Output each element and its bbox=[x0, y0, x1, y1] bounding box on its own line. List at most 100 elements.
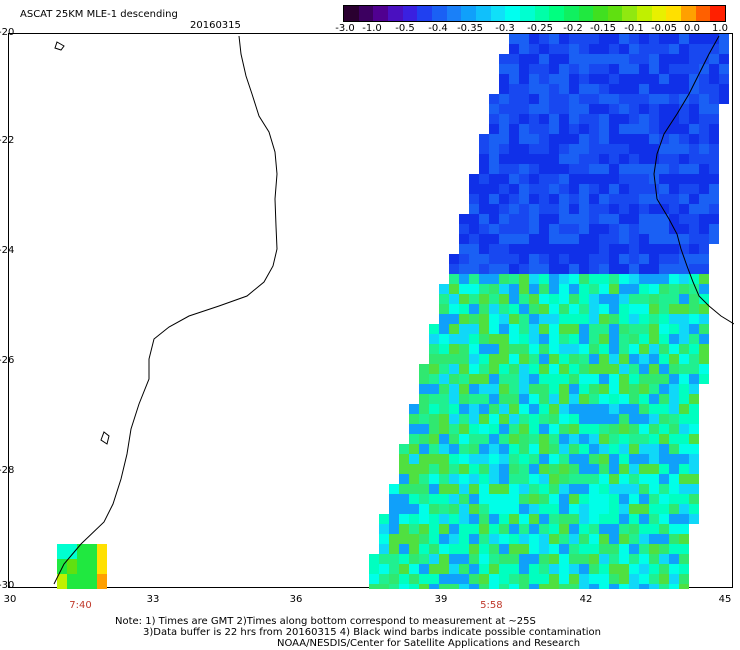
swath-cell bbox=[629, 574, 639, 584]
swath-cell bbox=[479, 584, 489, 589]
swath-cell bbox=[569, 584, 579, 589]
swath-cell bbox=[669, 344, 679, 354]
swath-cell bbox=[579, 494, 589, 504]
swath-cell bbox=[659, 344, 669, 354]
swath-cell bbox=[659, 34, 669, 44]
swath-cell bbox=[489, 374, 499, 384]
swath-cell bbox=[569, 354, 579, 364]
swath-cell bbox=[569, 134, 579, 144]
swath-cell bbox=[689, 294, 699, 304]
swath-cell bbox=[679, 384, 689, 394]
swath-cell bbox=[659, 454, 669, 464]
swath-cell bbox=[569, 534, 579, 544]
swath-cell bbox=[599, 414, 609, 424]
swath-cell bbox=[489, 214, 499, 224]
swath-cell bbox=[529, 194, 539, 204]
swath-cell bbox=[629, 464, 639, 474]
swath-cell bbox=[589, 294, 599, 304]
swath-cell bbox=[609, 574, 619, 584]
swath-cell bbox=[519, 264, 529, 274]
swath-cell bbox=[639, 154, 649, 164]
swath-cell bbox=[419, 394, 429, 404]
swath-cell bbox=[439, 554, 449, 564]
swath-cell bbox=[529, 554, 539, 564]
colorbar-label: -0.3 bbox=[495, 23, 515, 34]
swath-cell bbox=[569, 384, 579, 394]
swath-cell bbox=[439, 374, 449, 384]
swath-cell bbox=[699, 204, 709, 214]
swath-cell bbox=[609, 584, 619, 589]
swath-cell bbox=[599, 254, 609, 264]
swath-cell bbox=[599, 134, 609, 144]
swath-cell bbox=[549, 394, 559, 404]
swath-cell bbox=[529, 254, 539, 264]
swath-cell bbox=[379, 554, 389, 564]
swath-cell bbox=[709, 104, 719, 114]
swath-cell bbox=[689, 174, 699, 184]
swath-cell bbox=[579, 294, 589, 304]
swath-cell bbox=[589, 404, 599, 414]
swath-cell bbox=[579, 164, 589, 174]
swath-cell bbox=[679, 484, 689, 494]
swath-cell bbox=[529, 184, 539, 194]
swath-cell bbox=[409, 554, 419, 564]
swath-cell bbox=[549, 44, 559, 54]
swath-cell bbox=[469, 464, 479, 474]
swath-cell bbox=[529, 434, 539, 444]
swath-cell bbox=[439, 504, 449, 514]
swath-cell bbox=[489, 584, 499, 589]
swath-cell bbox=[439, 444, 449, 454]
swath-cell bbox=[599, 44, 609, 54]
swath-cell bbox=[519, 434, 529, 444]
swath-cell bbox=[469, 484, 479, 494]
swath-cell bbox=[499, 344, 509, 354]
swath-cell bbox=[629, 154, 639, 164]
swath-cell bbox=[449, 304, 459, 314]
swath-cell bbox=[669, 134, 679, 144]
swath-cell bbox=[669, 504, 679, 514]
lake-outline bbox=[54, 41, 65, 51]
swath-cell bbox=[519, 354, 529, 364]
swath-cell bbox=[519, 74, 529, 84]
swath-cell bbox=[649, 524, 659, 534]
swath-cell bbox=[589, 74, 599, 84]
swath-cell bbox=[509, 164, 519, 174]
swath-cell bbox=[569, 374, 579, 384]
swath-cell bbox=[679, 454, 689, 464]
swath-cell bbox=[699, 234, 709, 244]
swath-cell bbox=[639, 554, 649, 564]
swath-cell bbox=[699, 94, 709, 104]
swath-cell bbox=[389, 544, 399, 554]
swath-cell bbox=[629, 424, 639, 434]
swath-cell bbox=[709, 64, 719, 74]
swath-cell bbox=[439, 314, 449, 324]
swath-cell bbox=[689, 54, 699, 64]
swath-cell bbox=[409, 524, 419, 534]
swath-cell bbox=[599, 214, 609, 224]
swath-cell bbox=[649, 464, 659, 474]
swath-cell bbox=[569, 414, 579, 424]
swath-cell bbox=[97, 559, 107, 574]
swath-cell bbox=[639, 264, 649, 274]
swath-cell bbox=[489, 114, 499, 124]
swath-cell bbox=[599, 54, 609, 64]
swath-cell bbox=[649, 74, 659, 84]
swath-cell bbox=[579, 94, 589, 104]
swath-cell bbox=[659, 114, 669, 124]
swath-cell bbox=[569, 144, 579, 154]
swath-cell bbox=[489, 534, 499, 544]
swath-cell bbox=[569, 254, 579, 264]
swath-cell bbox=[569, 174, 579, 184]
swath-cell bbox=[659, 354, 669, 364]
swath-cell bbox=[599, 494, 609, 504]
swath-cell bbox=[639, 544, 649, 554]
swath-cell bbox=[679, 344, 689, 354]
swath-cell bbox=[539, 164, 549, 174]
swath-cell bbox=[629, 404, 639, 414]
swath-cell bbox=[559, 284, 569, 294]
swath-cell bbox=[649, 204, 659, 214]
swath-cell bbox=[589, 534, 599, 544]
swath-cell bbox=[429, 434, 439, 444]
swath-cell bbox=[559, 324, 569, 334]
swath-cell bbox=[369, 554, 379, 564]
